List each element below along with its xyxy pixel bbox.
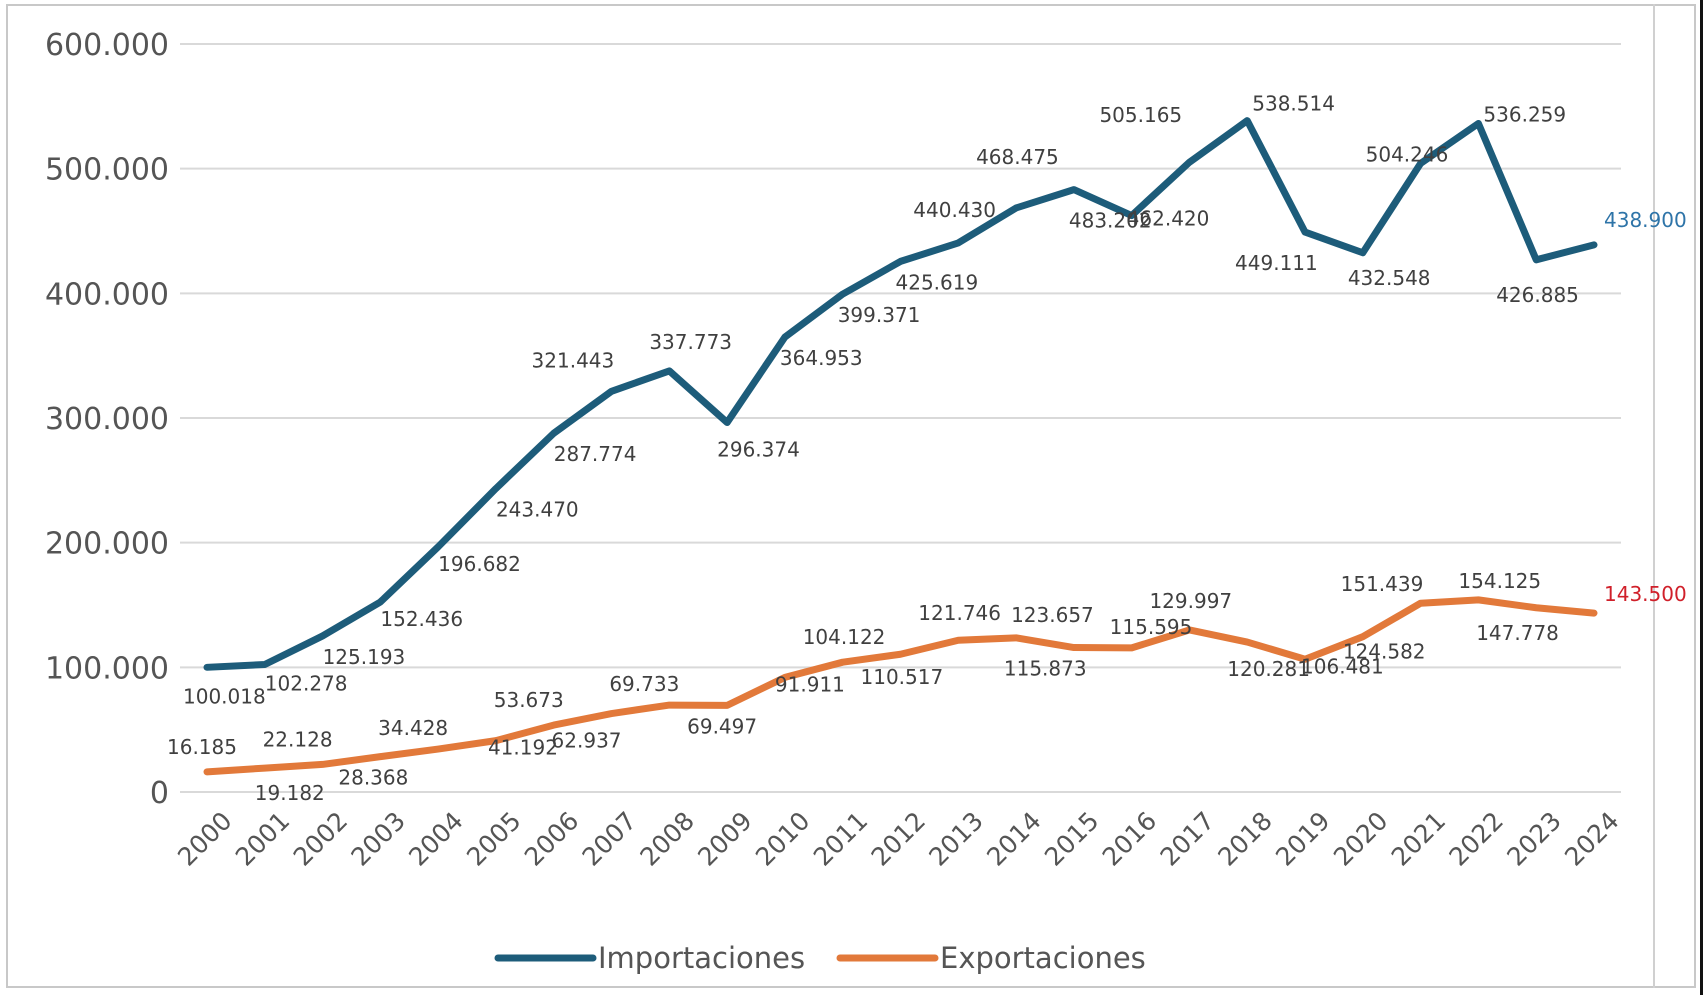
data-label: 505.165: [1099, 103, 1182, 127]
y-tick-label: 200.000: [45, 527, 169, 562]
data-label: 129.997: [1149, 589, 1232, 613]
data-label: 69.497: [687, 714, 757, 738]
data-label: 449.111: [1235, 251, 1318, 275]
window-edge: [1700, 0, 1703, 995]
data-label: 106.481: [1301, 654, 1384, 678]
y-tick-label: 400.000: [45, 277, 169, 312]
data-label: 147.778: [1476, 621, 1559, 645]
x-tick-label: 2013: [923, 806, 988, 871]
data-label: 440.430: [913, 198, 996, 222]
data-label: 321.443: [532, 348, 615, 372]
x-tick-label: 2011: [808, 806, 873, 871]
x-tick-label: 2012: [866, 806, 931, 871]
data-label: 462.420: [1127, 207, 1210, 231]
data-label: 287.774: [554, 442, 637, 466]
x-tick-label: 2021: [1386, 806, 1451, 871]
data-label: 399.371: [838, 303, 921, 327]
data-label: 426.885: [1496, 283, 1579, 307]
data-label: 104.122: [803, 625, 886, 649]
x-tick-label: 2017: [1155, 806, 1220, 871]
data-label: 151.439: [1341, 572, 1424, 596]
y-tick-label: 300.000: [45, 402, 169, 437]
data-label: 53.673: [494, 688, 564, 712]
y-tick-label: 100.000: [45, 651, 169, 686]
data-label: 115.873: [1004, 657, 1087, 681]
x-tick-label: 2019: [1270, 806, 1335, 871]
x-tick-label: 2005: [461, 806, 526, 871]
data-label: 536.259: [1483, 102, 1566, 126]
data-label: 123.657: [1011, 603, 1094, 627]
data-label: 41.192: [488, 736, 558, 760]
x-tick-label: 2002: [288, 806, 353, 871]
x-tick-label: 2022: [1444, 806, 1509, 871]
y-tick-label: 0: [150, 776, 169, 811]
x-tick-label: 2020: [1328, 806, 1393, 871]
data-label: 110.517: [861, 665, 944, 689]
y-tick-label: 500.000: [45, 153, 169, 188]
chart-divider: [1653, 4, 1655, 988]
data-label: 425.619: [896, 270, 979, 294]
data-label: 152.436: [380, 607, 463, 631]
data-label: 91.911: [775, 672, 845, 696]
data-label: 102.278: [265, 671, 348, 695]
x-tick-label: 2006: [519, 806, 584, 871]
data-label: 432.548: [1348, 266, 1431, 290]
legend-label-exportaciones: Exportaciones: [940, 941, 1146, 975]
data-label: 115.595: [1110, 615, 1193, 639]
data-label: 124.582: [1343, 640, 1426, 664]
data-label: 19.182: [255, 781, 325, 805]
x-tick-label: 2004: [403, 806, 468, 871]
x-tick-label: 2015: [1039, 806, 1104, 871]
data-label: 196.682: [438, 552, 521, 576]
data-label: 22.128: [263, 727, 333, 751]
data-label: 16.185: [167, 735, 237, 759]
data-label: 483.202: [1069, 209, 1152, 233]
data-label: 243.470: [496, 497, 579, 521]
data-label: 34.428: [378, 716, 448, 740]
data-label: 69.733: [609, 672, 679, 696]
data-label: 364.953: [780, 346, 863, 370]
x-tick-label: 2003: [345, 806, 410, 871]
data-label: 154.125: [1458, 569, 1541, 593]
y-tick-label: 600.000: [45, 28, 169, 63]
x-tick-label: 2024: [1559, 806, 1624, 871]
data-label: 538.514: [1252, 92, 1335, 116]
x-tick-label: 2008: [634, 806, 699, 871]
data-label: 121.746: [918, 601, 1001, 625]
data-label: 504.246: [1366, 142, 1449, 166]
data-label: 100.018: [183, 684, 266, 708]
data-label: 468.475: [976, 145, 1059, 169]
data-label: 125.193: [323, 645, 406, 669]
x-tick-label: 2023: [1501, 806, 1566, 871]
data-label: 120.281: [1227, 657, 1310, 681]
x-tick-label: 2007: [577, 806, 642, 871]
x-tick-label: 2010: [750, 806, 815, 871]
data-label: 337.773: [649, 330, 732, 354]
data-label: 296.374: [717, 438, 800, 462]
legend-label-importaciones: Importaciones: [598, 941, 805, 975]
x-tick-label: 2001: [230, 806, 295, 871]
data-label: 143.500: [1604, 582, 1687, 606]
x-tick-label: 2000: [172, 806, 237, 871]
x-tick-label: 2016: [1097, 806, 1162, 871]
x-tick-label: 2014: [981, 806, 1046, 871]
chart-frame: [6, 4, 1696, 988]
data-label: 438.900: [1604, 208, 1687, 232]
data-label: 62.937: [552, 729, 622, 753]
data-label: 28.368: [338, 766, 408, 790]
x-tick-label: 2009: [692, 806, 757, 871]
x-tick-label: 2018: [1212, 806, 1277, 871]
